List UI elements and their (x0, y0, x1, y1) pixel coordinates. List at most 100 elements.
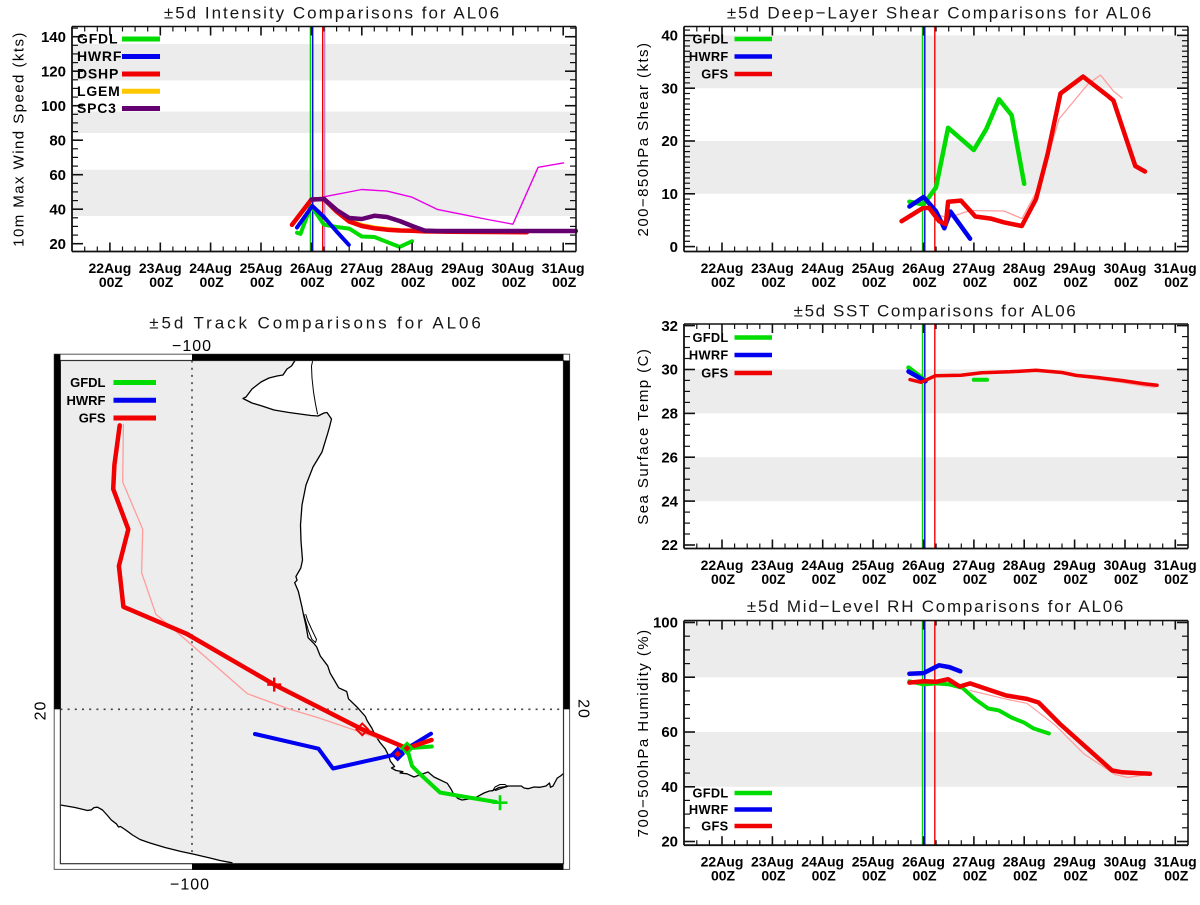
svg-text:23Aug: 23Aug (751, 557, 794, 573)
svg-text:30: 30 (661, 80, 678, 97)
svg-text:28Aug: 28Aug (1003, 260, 1046, 276)
svg-text:20: 20 (575, 699, 592, 719)
svg-text:00Z: 00Z (1064, 571, 1089, 587)
svg-text:HWRF: HWRF (67, 393, 106, 408)
svg-text:±5d Deep−Layer Shear Compariso: ±5d Deep−Layer Shear Comparisons for AL0… (727, 4, 1153, 23)
svg-text:00Z: 00Z (1013, 571, 1038, 587)
svg-text:GFDL: GFDL (692, 32, 728, 47)
svg-text:GFS: GFS (701, 366, 728, 381)
svg-text:24: 24 (661, 493, 678, 510)
svg-text:22Aug: 22Aug (89, 260, 132, 276)
svg-text:00Z: 00Z (200, 274, 225, 290)
svg-text:140: 140 (41, 29, 66, 46)
svg-text:00Z: 00Z (912, 274, 937, 290)
svg-text:31Aug: 31Aug (1154, 854, 1197, 870)
svg-text:00Z: 00Z (502, 274, 527, 290)
svg-text:−100: −100 (172, 338, 212, 355)
svg-text:00Z: 00Z (963, 571, 988, 587)
svg-text:0: 0 (670, 239, 678, 256)
svg-text:00Z: 00Z (99, 274, 124, 290)
svg-text:00Z: 00Z (1164, 571, 1189, 587)
svg-text:120: 120 (41, 63, 66, 80)
svg-text:26: 26 (661, 449, 678, 466)
svg-text:27Aug: 27Aug (953, 854, 996, 870)
svg-text:20: 20 (661, 133, 678, 150)
svg-text:20: 20 (661, 834, 678, 851)
svg-text:24Aug: 24Aug (801, 557, 844, 573)
svg-text:26Aug: 26Aug (290, 260, 333, 276)
svg-text:20: 20 (33, 701, 50, 721)
svg-text:00Z: 00Z (812, 868, 837, 884)
svg-text:00Z: 00Z (711, 868, 736, 884)
svg-text:31Aug: 31Aug (542, 260, 585, 276)
svg-text:27Aug: 27Aug (340, 260, 383, 276)
svg-text:25Aug: 25Aug (852, 557, 895, 573)
svg-text:GFS: GFS (701, 67, 728, 82)
svg-text:00Z: 00Z (250, 274, 275, 290)
svg-text:28Aug: 28Aug (1003, 854, 1046, 870)
svg-text:25Aug: 25Aug (852, 854, 895, 870)
svg-text:00Z: 00Z (1114, 571, 1139, 587)
svg-text:00Z: 00Z (862, 571, 887, 587)
svg-text:24Aug: 24Aug (189, 260, 232, 276)
svg-text:23Aug: 23Aug (139, 260, 182, 276)
svg-text:80: 80 (49, 132, 66, 149)
svg-text:SPC3: SPC3 (77, 100, 117, 116)
svg-text:22Aug: 22Aug (701, 557, 744, 573)
svg-text:26Aug: 26Aug (902, 854, 945, 870)
svg-text:00Z: 00Z (812, 571, 837, 587)
svg-text:00Z: 00Z (401, 274, 426, 290)
svg-text:30Aug: 30Aug (1104, 557, 1147, 573)
svg-text:DSHP: DSHP (77, 66, 119, 82)
svg-text:25Aug: 25Aug (852, 260, 895, 276)
svg-text:00Z: 00Z (711, 274, 736, 290)
svg-text:00Z: 00Z (451, 274, 476, 290)
svg-text:28: 28 (661, 406, 678, 423)
svg-text:00Z: 00Z (1064, 274, 1089, 290)
svg-text:700−500hPa Humidity (%): 700−500hPa Humidity (%) (635, 628, 652, 837)
svg-text:GFS: GFS (701, 819, 728, 834)
svg-text:GFDL: GFDL (77, 31, 118, 47)
svg-text:00Z: 00Z (812, 274, 837, 290)
svg-text:GFS: GFS (79, 411, 106, 426)
svg-text:00Z: 00Z (300, 274, 325, 290)
svg-text:26Aug: 26Aug (902, 260, 945, 276)
svg-text:00Z: 00Z (1064, 868, 1089, 884)
svg-text:22Aug: 22Aug (701, 854, 744, 870)
svg-text:31Aug: 31Aug (1154, 260, 1197, 276)
svg-text:40: 40 (661, 779, 678, 796)
svg-text:GFDL: GFDL (70, 375, 105, 390)
svg-text:10: 10 (661, 186, 678, 203)
svg-text:28Aug: 28Aug (391, 260, 434, 276)
svg-text:32: 32 (661, 318, 678, 335)
svg-text:00Z: 00Z (761, 571, 786, 587)
svg-text:30Aug: 30Aug (1104, 854, 1147, 870)
svg-text:00Z: 00Z (862, 274, 887, 290)
svg-text:LGEM: LGEM (77, 83, 121, 99)
svg-text:00Z: 00Z (912, 868, 937, 884)
svg-text:29Aug: 29Aug (1053, 854, 1096, 870)
svg-text:00Z: 00Z (761, 868, 786, 884)
svg-text:27Aug: 27Aug (953, 260, 996, 276)
svg-text:29Aug: 29Aug (1053, 557, 1096, 573)
svg-text:00Z: 00Z (963, 274, 988, 290)
svg-text:24Aug: 24Aug (801, 260, 844, 276)
svg-text:00Z: 00Z (1013, 274, 1038, 290)
svg-text:HWRF: HWRF (689, 348, 729, 363)
svg-text:27Aug: 27Aug (953, 557, 996, 573)
svg-text:−100: −100 (170, 877, 210, 894)
svg-text:00Z: 00Z (711, 571, 736, 587)
svg-text:100: 100 (41, 98, 66, 115)
svg-text:30: 30 (661, 362, 678, 379)
svg-text:Sea Surface Temp (C): Sea Surface Temp (C) (635, 348, 652, 525)
svg-text:00Z: 00Z (1114, 274, 1139, 290)
svg-text:00Z: 00Z (351, 274, 376, 290)
svg-text:00Z: 00Z (1013, 868, 1038, 884)
svg-text:HWRF: HWRF (77, 48, 122, 64)
svg-text:20: 20 (49, 236, 66, 253)
svg-text:±5d Intensity Comparisons for: ±5d Intensity Comparisons for AL06 (164, 4, 501, 23)
svg-text:00Z: 00Z (761, 274, 786, 290)
svg-text:22Aug: 22Aug (701, 260, 744, 276)
svg-text:00Z: 00Z (862, 868, 887, 884)
svg-text:40: 40 (661, 28, 678, 45)
